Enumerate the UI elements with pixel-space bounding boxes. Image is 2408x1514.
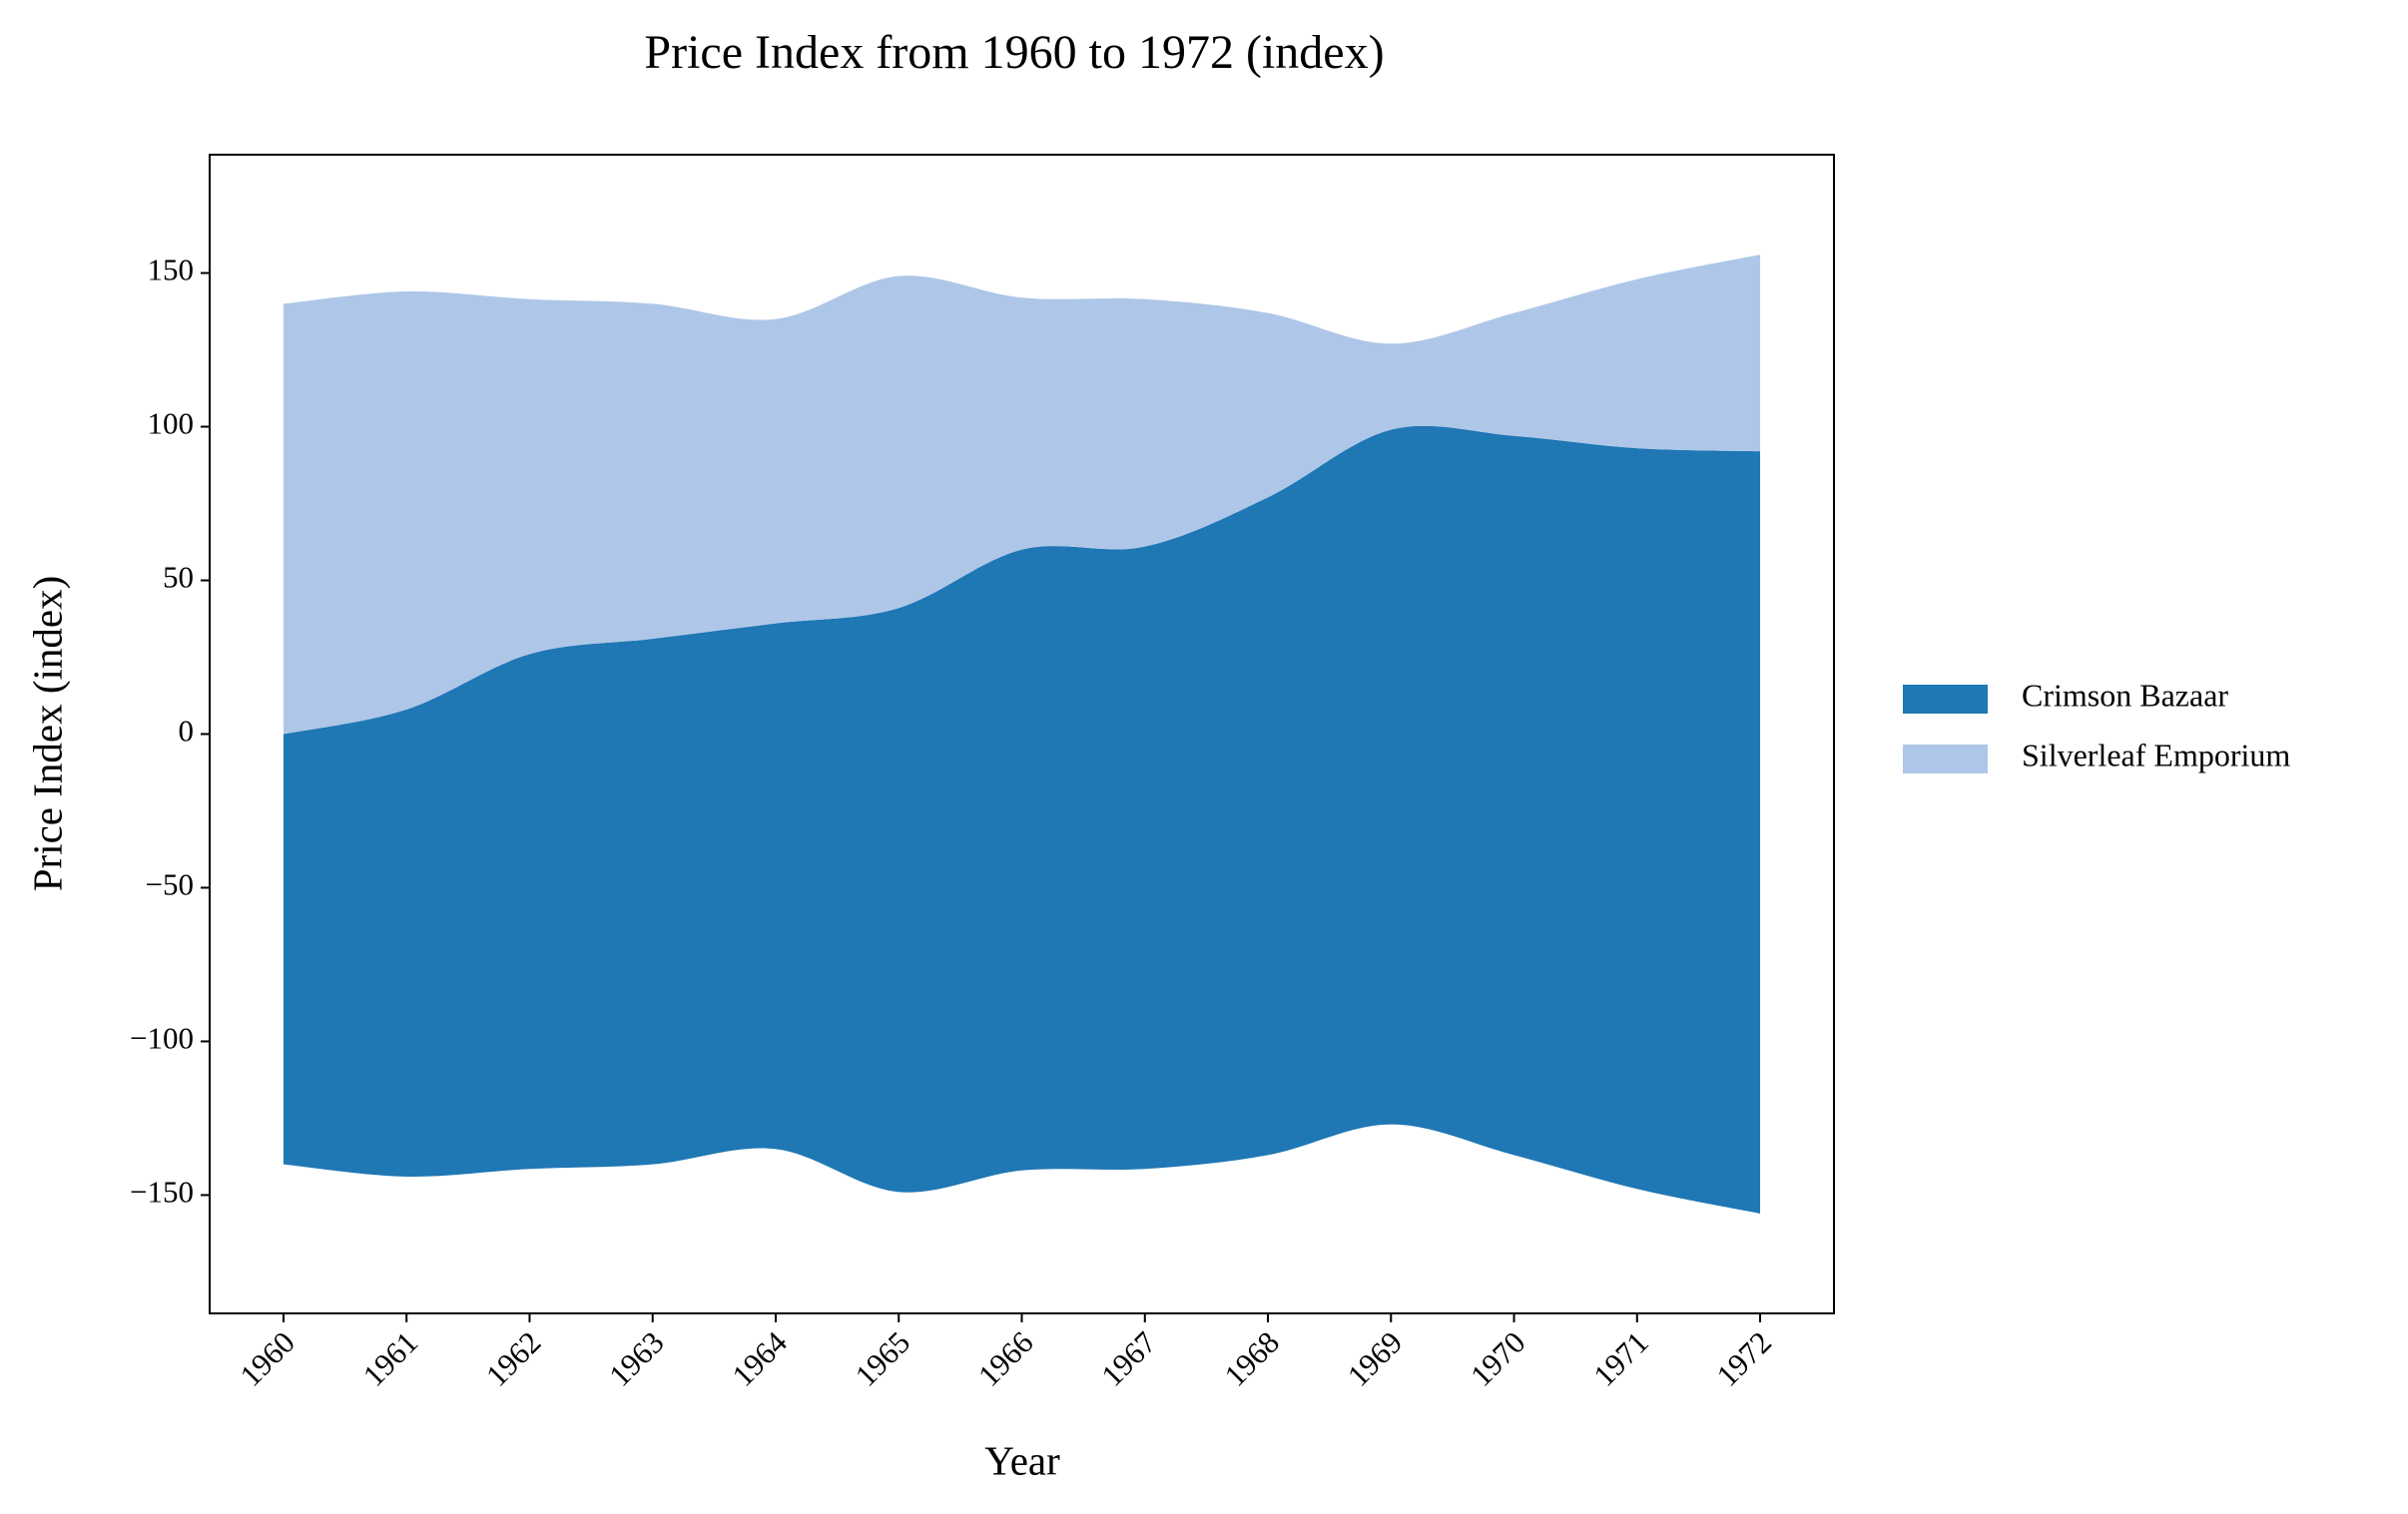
y-tick-label: 100 xyxy=(148,406,195,441)
y-tick-label: −150 xyxy=(130,1175,194,1210)
y-tick-label: −100 xyxy=(130,1021,194,1056)
y-tick-label: 50 xyxy=(163,560,194,595)
chart-title: Price Index from 1960 to 1972 (index) xyxy=(644,26,1384,79)
y-axis-label: Price Index (index) xyxy=(24,576,70,892)
y-tick-label: 0 xyxy=(179,714,195,749)
legend-label: Silverleaf Emporium xyxy=(2022,737,2290,772)
legend-swatch xyxy=(1903,685,1988,714)
legend-label: Crimson Bazaar xyxy=(2022,677,2228,713)
x-axis-label: Year xyxy=(984,1437,1060,1483)
stream-area xyxy=(283,254,1761,735)
legend-swatch xyxy=(1903,745,1988,773)
y-tick-label: −50 xyxy=(146,867,194,902)
stream-area xyxy=(283,425,1761,1214)
y-tick-label: 150 xyxy=(148,252,195,287)
